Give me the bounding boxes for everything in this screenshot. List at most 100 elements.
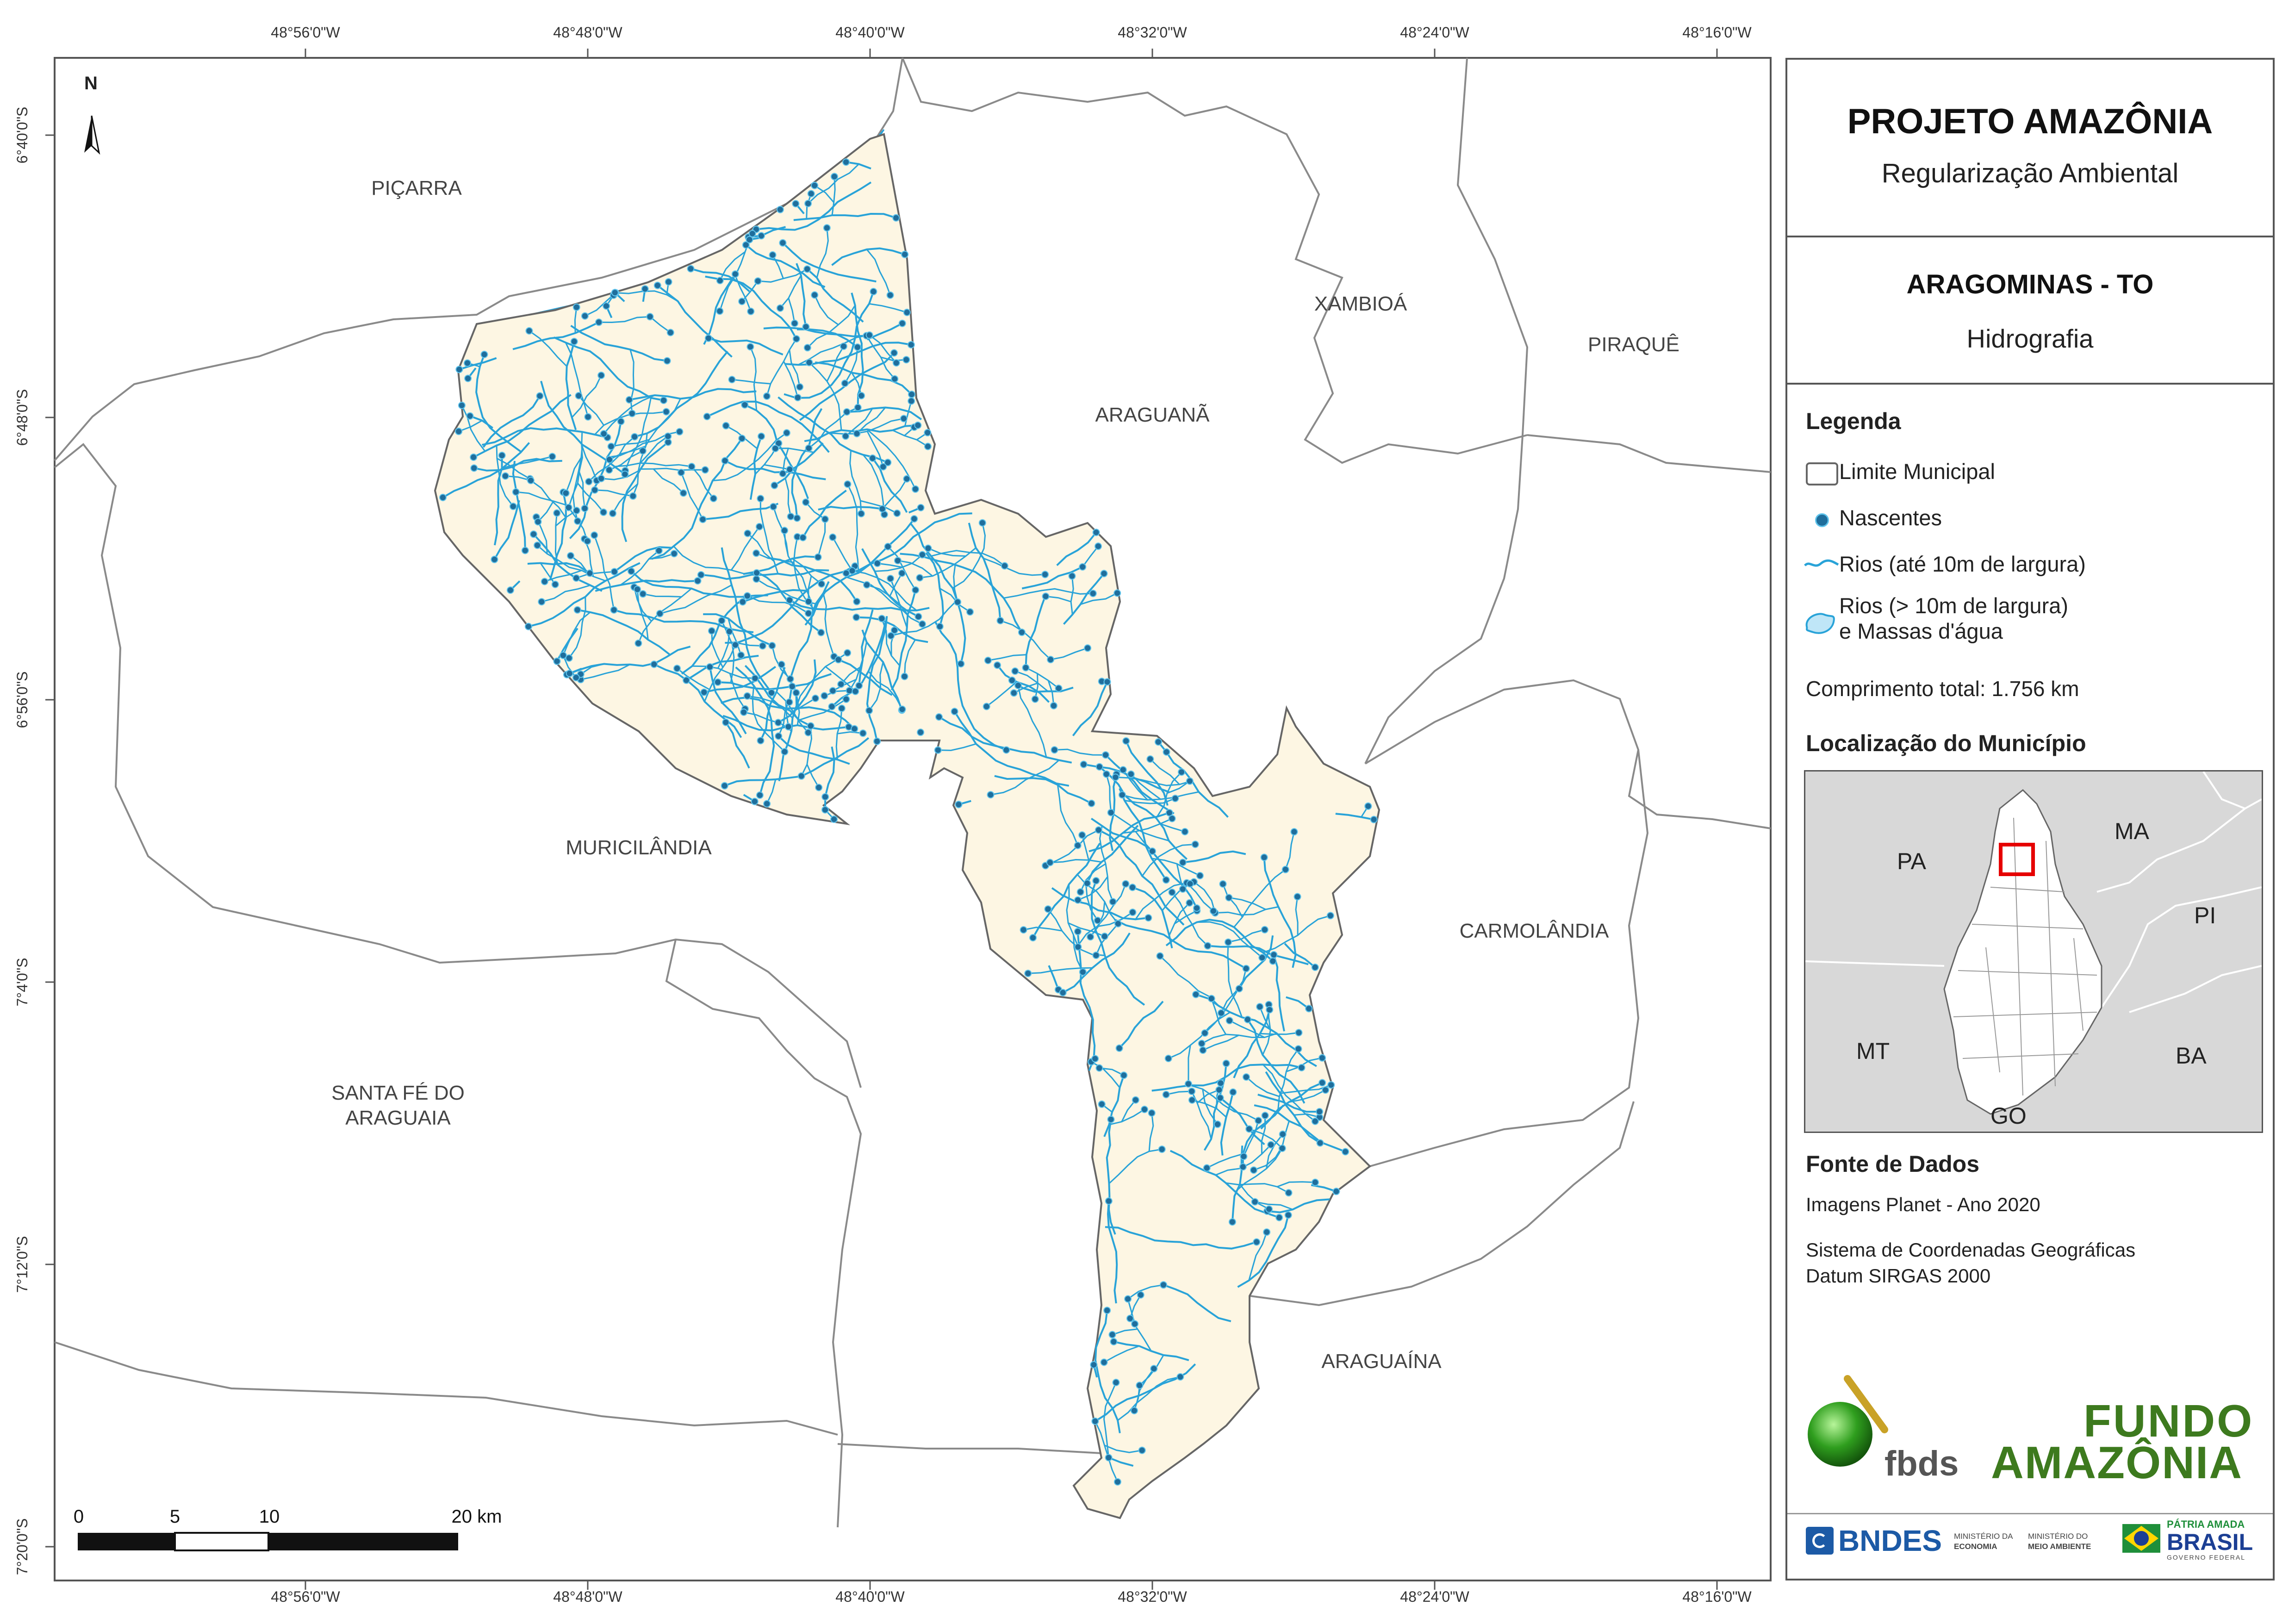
spring-point xyxy=(1020,926,1027,934)
spring-point xyxy=(731,270,739,278)
river-segment xyxy=(866,249,891,296)
river-segment xyxy=(728,618,742,656)
spring-point xyxy=(629,492,637,500)
spring-point xyxy=(1193,904,1200,912)
river-segment xyxy=(806,268,864,323)
legend-rivers-small-label: Rios (até 10m de largura) xyxy=(1839,552,2086,576)
spring-point xyxy=(572,303,580,311)
river-segment xyxy=(1202,1034,1239,1051)
spring-point xyxy=(1242,964,1250,972)
river-segment xyxy=(603,394,655,435)
river-segment xyxy=(659,584,732,615)
spring-point xyxy=(1204,942,1212,950)
spring-point xyxy=(900,415,908,423)
river-segment xyxy=(577,609,670,655)
river-segment xyxy=(788,298,796,324)
river-segment xyxy=(703,503,779,521)
spring-point xyxy=(1258,954,1266,962)
spring-point xyxy=(892,214,900,222)
spring-point xyxy=(534,518,542,526)
spring-point xyxy=(751,674,759,682)
river-segment xyxy=(766,779,777,804)
spring-point xyxy=(704,334,712,342)
spring-point xyxy=(664,438,672,446)
spring-point xyxy=(753,569,760,577)
river-segment xyxy=(657,285,733,358)
river-segment xyxy=(649,316,671,333)
spring-point xyxy=(757,737,765,745)
spring-point xyxy=(763,800,771,808)
spring-point xyxy=(901,672,908,680)
spring-point xyxy=(553,509,561,517)
spring-point xyxy=(884,459,892,467)
river-segment xyxy=(866,431,884,467)
spring-point xyxy=(1029,934,1037,942)
river-segment xyxy=(1095,1421,1119,1482)
spring-point xyxy=(794,394,802,401)
river-segment xyxy=(1072,681,1108,736)
spring-point xyxy=(854,404,862,411)
river-segment xyxy=(749,436,762,500)
lat-label-2: 6°48'0"S xyxy=(14,389,31,446)
spring-point xyxy=(771,481,778,489)
spring-point xyxy=(1186,777,1194,785)
river-segment xyxy=(709,666,747,734)
river-segment xyxy=(1285,831,1295,870)
river-segment xyxy=(562,655,577,678)
spring-point xyxy=(1095,542,1102,550)
spring-point xyxy=(665,278,672,286)
spring-point xyxy=(1074,896,1082,904)
river-segment xyxy=(493,500,520,560)
spring-point xyxy=(1010,689,1018,697)
lat-label-3: 6°56'0"S xyxy=(14,671,31,728)
spring-point xyxy=(1275,1213,1283,1221)
river-segment xyxy=(1248,1232,1268,1281)
spring-point xyxy=(1267,1141,1275,1149)
spring-point xyxy=(575,392,583,399)
boundary-south-west xyxy=(54,1341,838,1436)
spring-point xyxy=(1024,970,1032,977)
river-segment xyxy=(852,570,917,611)
spring-point xyxy=(1080,760,1088,768)
river-segment xyxy=(889,578,908,628)
river-segment xyxy=(904,401,912,427)
river-segment xyxy=(846,576,923,625)
spring-point xyxy=(996,617,1004,624)
spring-point xyxy=(1305,1005,1313,1013)
river-segment xyxy=(1229,897,1266,910)
spring-point xyxy=(769,251,777,259)
river-segment xyxy=(983,557,1045,576)
spring-point xyxy=(742,241,750,249)
river-segment xyxy=(1228,929,1265,943)
river-segment xyxy=(1156,772,1182,817)
label-carmolandia: CARMOLÂNDIA xyxy=(1459,920,1609,942)
river-segment xyxy=(1066,884,1079,947)
river-segment xyxy=(785,701,790,727)
spring-point xyxy=(1018,628,1026,636)
spring-point xyxy=(823,224,831,232)
river-segment xyxy=(1023,927,1062,932)
river-segment xyxy=(473,394,572,458)
spring-point xyxy=(1008,676,1016,684)
river-segment xyxy=(1088,812,1170,852)
spring-point xyxy=(1113,589,1121,597)
river-segment xyxy=(1132,886,1173,949)
spring-point xyxy=(1186,899,1194,907)
spring-point xyxy=(853,429,861,437)
river-segment xyxy=(1080,592,1118,605)
spring-point xyxy=(1148,1109,1156,1117)
spring-point xyxy=(634,585,641,593)
spring-point xyxy=(1107,809,1115,816)
spring-point xyxy=(455,428,463,436)
river-segment xyxy=(793,536,815,610)
spring-point xyxy=(746,343,754,351)
river-segment xyxy=(1295,896,1299,935)
river-segment xyxy=(1263,915,1331,953)
river-segment xyxy=(837,731,863,734)
spring-point xyxy=(757,495,765,503)
spring-point xyxy=(1118,791,1126,799)
spring-point xyxy=(673,665,681,672)
river-segment xyxy=(1266,1133,1283,1169)
spring-point xyxy=(753,575,760,583)
bndes-logo-text: BNDES xyxy=(1838,1524,1942,1557)
